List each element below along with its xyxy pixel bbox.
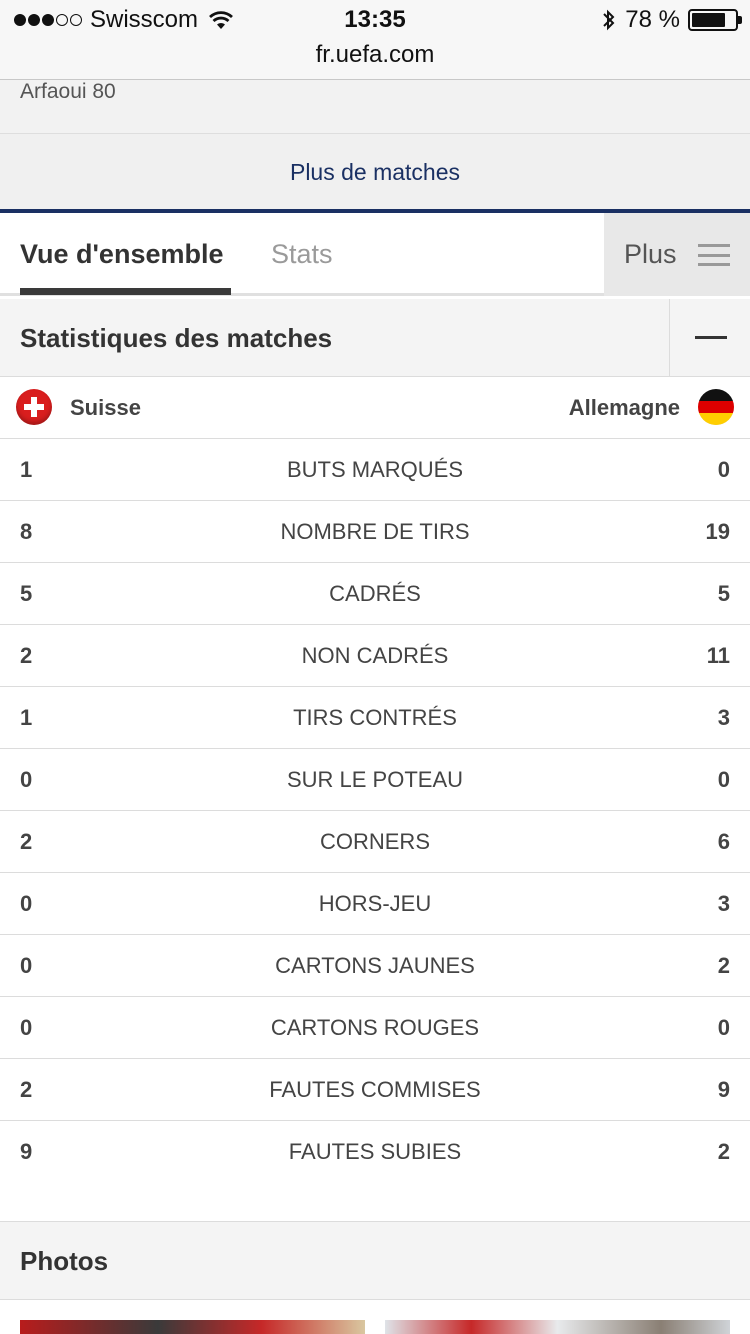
photos-title: Photos: [20, 1246, 109, 1276]
stat-row: 2 NON CADRÉS 11: [0, 625, 750, 687]
signal-dot: [70, 14, 82, 26]
stat-row: 0 CARTONS ROUGES 0: [0, 997, 750, 1059]
stat-row: 2 CORNERS 6: [0, 811, 750, 873]
carrier-name: Swisscom: [90, 6, 199, 33]
stat-row: 1 BUTS MARQUÉS 0: [0, 439, 750, 501]
stat-label: FAUTES COMMISES: [269, 1077, 481, 1102]
signal-dot: [56, 14, 68, 26]
stat-row: 0 SUR LE POTEAU 0: [0, 749, 750, 811]
scorer-strip: Arfaoui 80: [0, 80, 750, 134]
stat-away-value: 0: [717, 767, 730, 792]
stat-label: NON CADRÉS: [301, 643, 449, 668]
stat-row: 5 CADRÉS 5: [0, 563, 750, 625]
minus-icon: [695, 336, 727, 339]
url-bar[interactable]: fr.uefa.com: [0, 40, 750, 80]
photo-thumbnail[interactable]: [20, 1320, 365, 1334]
stat-home-value: 0: [20, 953, 33, 978]
signal-dot: [42, 14, 54, 26]
stats-list: 1 BUTS MARQUÉS 0 8 NOMBRE DE TIRS 19 5 C…: [0, 439, 750, 1183]
teams-row: Suisse Allemagne: [0, 377, 750, 439]
stat-label: TIRS CONTRÉS: [293, 705, 457, 730]
tab-bar: Vue d'ensemble Stats Plus: [0, 213, 750, 296]
stat-label: NOMBRE DE TIRS: [280, 519, 470, 544]
stat-away-value: 6: [717, 829, 730, 854]
more-matches-link[interactable]: Plus de matches: [0, 134, 750, 210]
stat-home-value: 2: [20, 829, 33, 854]
stat-label: SUR LE POTEAU: [286, 767, 464, 792]
stat-label: CARTONS JAUNES: [275, 953, 475, 978]
menu-icon: [698, 244, 730, 266]
photos-header: Photos: [0, 1221, 750, 1300]
stat-row: 0 CARTONS JAUNES 2: [0, 935, 750, 997]
photo-thumbnail[interactable]: [385, 1320, 730, 1334]
german-flag-icon: [698, 389, 734, 425]
stat-home-value: 5: [20, 581, 33, 606]
stat-row: 0 HORS-JEU 3: [0, 873, 750, 935]
tab-more-label: Plus: [624, 239, 677, 269]
stat-away-value: 2: [717, 953, 730, 978]
stat-home-value: 8: [20, 519, 33, 544]
stat-label: CADRÉS: [329, 581, 421, 606]
stat-row: 2 FAUTES COMMISES 9: [0, 1059, 750, 1121]
stat-away-value: 11: [706, 643, 730, 668]
stat-label: HORS-JEU: [318, 891, 432, 916]
stat-row: 9 FAUTES SUBIES 2: [0, 1121, 750, 1183]
battery-percent: 78 %: [625, 6, 680, 33]
status-time: 13:35: [344, 6, 406, 33]
match-stats-header: Statistiques des matches: [0, 299, 750, 377]
stat-away-value: 0: [717, 1015, 730, 1040]
stat-away-value: 9: [717, 1077, 730, 1102]
tab-more-button[interactable]: Plus: [604, 213, 750, 296]
stat-label: CARTONS ROUGES: [270, 1015, 480, 1040]
wifi-icon: [209, 11, 233, 29]
battery-icon: [688, 9, 742, 31]
tab-active-indicator: [20, 288, 231, 295]
battery-fill: [692, 13, 725, 27]
scorer-text: Arfaoui 80: [20, 80, 116, 103]
status-right: 78 %: [601, 6, 742, 34]
stat-away-value: 2: [717, 1139, 730, 1164]
away-team-name: Allemagne: [568, 395, 680, 420]
stat-away-value: 3: [717, 891, 730, 916]
stat-home-value: 0: [20, 891, 33, 916]
stat-label: FAUTES SUBIES: [288, 1139, 462, 1164]
stat-home-value: 2: [20, 643, 33, 668]
stat-home-value: 0: [20, 767, 33, 792]
stat-label: CORNERS: [319, 829, 430, 854]
section-title: Statistiques des matches: [20, 323, 333, 353]
stat-home-value: 2: [20, 1077, 33, 1102]
collapse-button[interactable]: [669, 299, 750, 377]
tab-stats[interactable]: Stats: [271, 239, 333, 269]
swiss-flag-icon: [16, 389, 52, 425]
url-text: fr.uefa.com: [315, 41, 435, 68]
signal-icon: [14, 14, 82, 26]
status-bar: Swisscom 13:35 78 %: [0, 0, 750, 40]
stat-home-value: 0: [20, 1015, 33, 1040]
stat-home-value: 9: [20, 1139, 33, 1164]
stat-away-value: 5: [717, 581, 730, 606]
signal-dot: [14, 14, 26, 26]
stat-row: 8 NOMBRE DE TIRS 19: [0, 501, 750, 563]
stat-home-value: 1: [20, 705, 33, 730]
stat-away-value: 19: [705, 519, 730, 544]
home-team-name: Suisse: [70, 395, 141, 420]
bluetooth-icon: [603, 9, 615, 31]
stat-away-value: 3: [717, 705, 730, 730]
status-left: Swisscom: [14, 6, 234, 34]
tab-overview[interactable]: Vue d'ensemble: [20, 239, 224, 269]
stat-label: BUTS MARQUÉS: [286, 457, 464, 482]
stat-row: 1 TIRS CONTRÉS 3: [0, 687, 750, 749]
stat-away-value: 0: [717, 457, 730, 482]
divider: [0, 209, 750, 213]
stat-home-value: 1: [20, 457, 33, 482]
signal-dot: [28, 14, 40, 26]
